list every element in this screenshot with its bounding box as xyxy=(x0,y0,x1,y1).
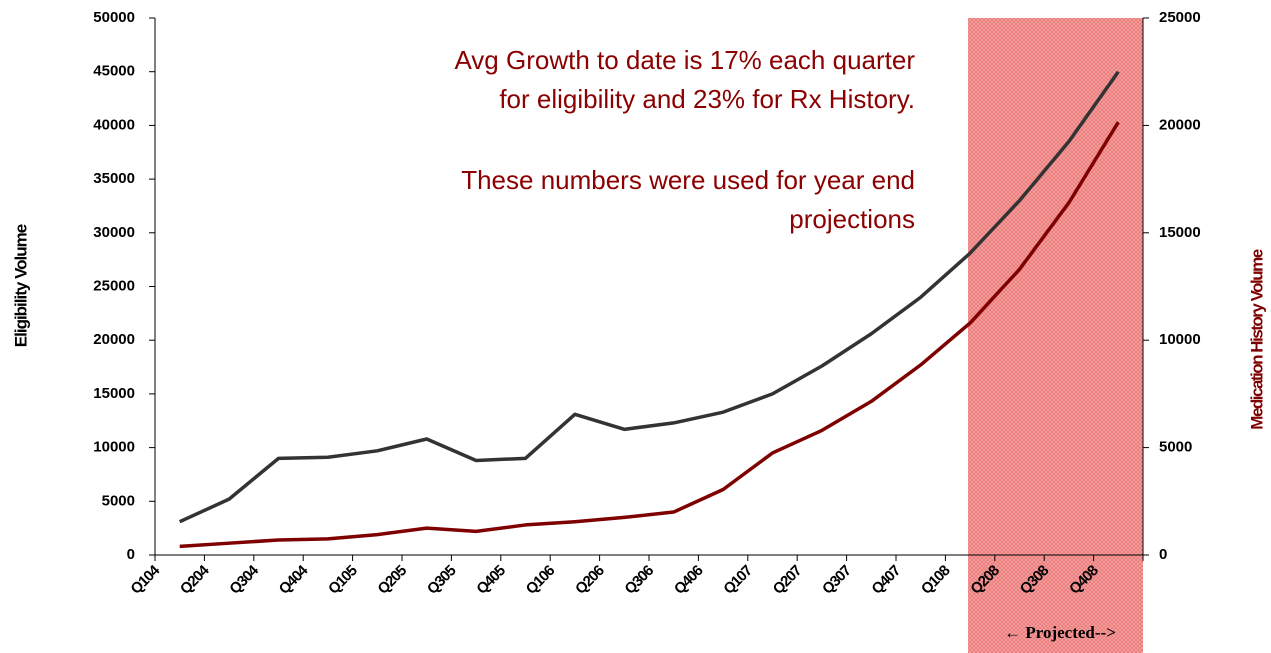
x-tick-label: Q207 xyxy=(770,562,806,598)
x-tick-label: Q305 xyxy=(424,562,460,598)
x-tick-label: Q204 xyxy=(177,561,213,597)
x-tick-label: Q304 xyxy=(226,561,262,597)
x-tick-label: Q206 xyxy=(572,562,608,598)
y2-tick-label: 20000 xyxy=(1159,116,1201,133)
series-line xyxy=(178,70,1120,524)
annotation: Avg Growth to date is 17% each quarter xyxy=(454,45,915,75)
y2-tick-label: 0 xyxy=(1159,546,1167,563)
x-tick-label: Q105 xyxy=(325,562,361,598)
y2-tick-label: 5000 xyxy=(1159,439,1192,456)
x-tick-label: Q307 xyxy=(819,562,855,598)
y-tick-label: 45000 xyxy=(93,63,135,80)
x-tick-label: Q106 xyxy=(523,562,559,598)
x-tick-label: Q407 xyxy=(868,562,904,598)
annotation: projections xyxy=(789,204,915,234)
projected-region xyxy=(968,18,1143,653)
y-tick-label: 35000 xyxy=(93,170,135,187)
annotation: These numbers were used for year end xyxy=(461,165,915,195)
y-tick-label: 15000 xyxy=(93,385,135,402)
y-tick-label: 25000 xyxy=(93,277,135,294)
y-tick-label: 0 xyxy=(127,546,135,563)
projected-label: ← Projected--> xyxy=(1004,623,1116,642)
series-line xyxy=(179,121,1120,549)
y2-tick-label: 25000 xyxy=(1159,9,1201,26)
y-tick-label: 20000 xyxy=(93,331,135,348)
annotation: for eligibility and 23% for Rx History. xyxy=(499,84,915,114)
y2-tick-label: 10000 xyxy=(1159,331,1201,348)
y-tick-label: 10000 xyxy=(93,439,135,456)
x-tick-label: Q104 xyxy=(127,561,163,597)
x-tick-label: Q205 xyxy=(374,562,410,598)
y-tick-label: 5000 xyxy=(102,492,135,509)
y-tick-label: 40000 xyxy=(93,116,135,133)
y-tick-label: 50000 xyxy=(93,9,135,26)
x-tick-label: Q405 xyxy=(473,562,509,598)
x-tick-label: Q404 xyxy=(276,561,312,597)
y2-axis-label: Medication History Volume xyxy=(1247,249,1266,429)
y-tick-label: 30000 xyxy=(93,224,135,241)
y2-tick-label: 15000 xyxy=(1159,224,1201,241)
y-axis-label: Eligibility Volume xyxy=(11,224,30,347)
x-tick-label: Q108 xyxy=(918,562,954,598)
x-tick-label: Q406 xyxy=(671,562,707,598)
x-tick-label: Q306 xyxy=(621,562,657,598)
x-tick-label: Q107 xyxy=(720,562,756,598)
